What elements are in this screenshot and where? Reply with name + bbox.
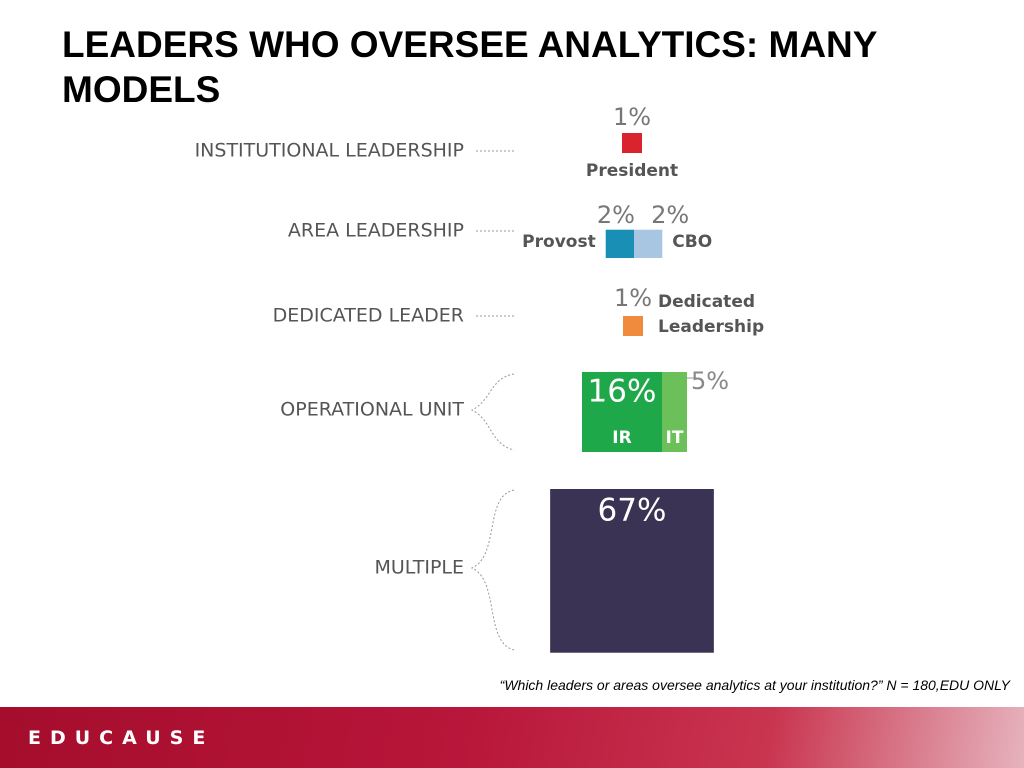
item-name: President	[586, 161, 678, 181]
value-label: 2%	[597, 201, 635, 229]
bar	[622, 133, 642, 153]
item-name: CBO	[672, 232, 712, 252]
group-label: DEDICATED LEADER	[273, 305, 464, 327]
bar	[605, 229, 634, 258]
group-label: INSTITUTIONAL LEADERSHIP	[195, 140, 464, 162]
note: “Which leaders or areas oversee analytic…	[499, 677, 1010, 693]
bar	[634, 229, 663, 258]
value-label: 1%	[613, 103, 651, 131]
item-name: IR	[612, 428, 631, 448]
value-label: 2%	[651, 201, 689, 229]
value-label: 5%	[691, 367, 729, 395]
bar	[550, 489, 714, 653]
bar	[662, 372, 687, 452]
group-label: MULTIPLE	[374, 557, 464, 579]
value-label: 16%	[588, 374, 657, 410]
group-label: AREA LEADERSHIP	[288, 220, 464, 242]
value-label: 1%	[614, 284, 652, 312]
footer: EDUCAUSE	[0, 707, 1024, 768]
bar	[582, 372, 662, 452]
chart: INSTITUTIONAL LEADERSHIP AREA LEADERSHIP…	[195, 103, 729, 653]
brace	[470, 489, 515, 651]
slide-title: LEADERS WHO OVERSEE ANALYTICS: MANY MODE…	[62, 24, 877, 111]
item-name: Dedicated Leadership	[658, 292, 765, 337]
brace	[470, 373, 515, 451]
bar	[623, 316, 643, 336]
value-label: 67%	[598, 493, 667, 529]
item-name: Provost	[522, 232, 596, 252]
brand: EDUCAUSE	[28, 727, 215, 749]
group-label: OPERATIONAL UNIT	[280, 399, 464, 421]
item-name: IT	[666, 428, 684, 448]
